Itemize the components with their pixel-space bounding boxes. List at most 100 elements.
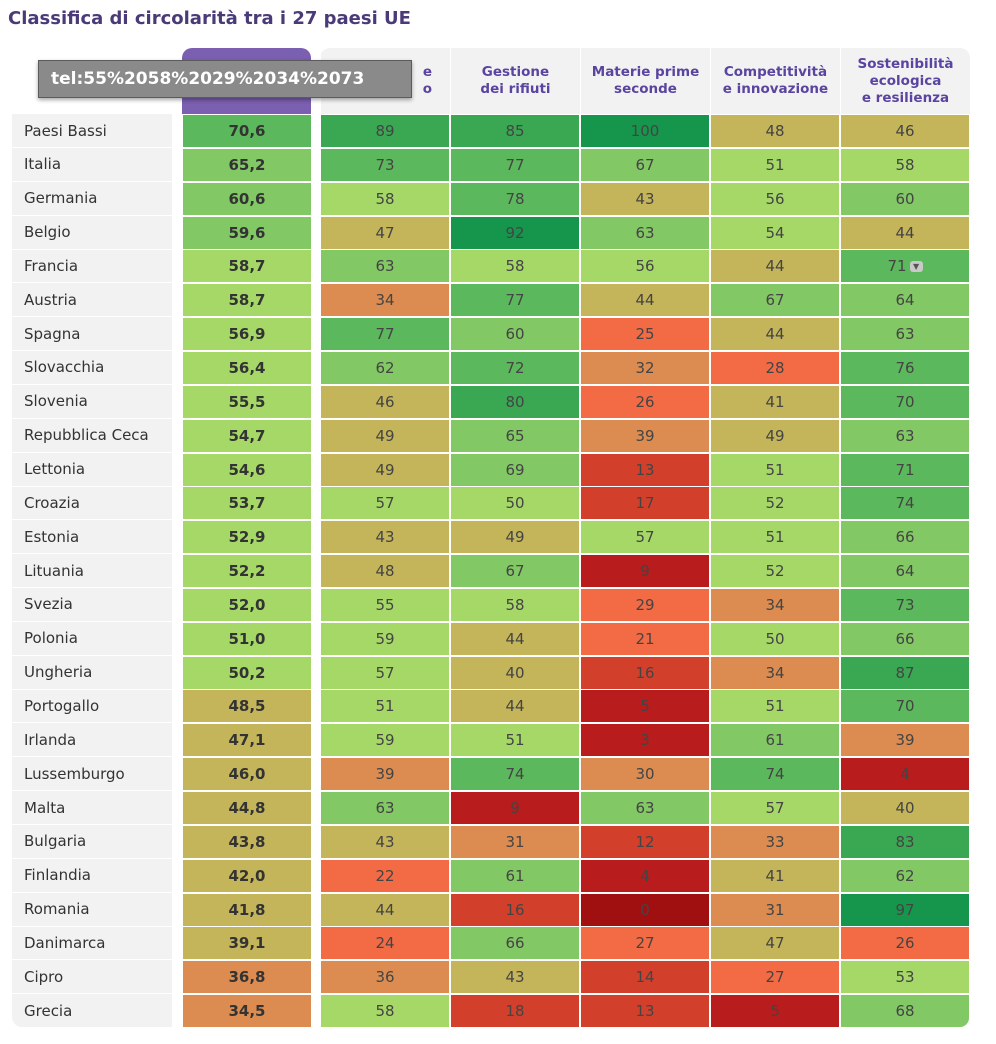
value-text: 34 [375, 291, 395, 310]
value-cell-materie: 63 [580, 791, 710, 825]
country-label: Romania [12, 893, 172, 927]
value-text: 55 [375, 595, 395, 614]
value-text: 77 [505, 155, 525, 174]
value-cell-rifiuti: 77 [450, 283, 580, 318]
value-cell-competitivita: 34 [710, 655, 840, 690]
value-cell-rifiuti: 44 [450, 621, 580, 656]
value-cell-rifiuti: 51 [450, 723, 580, 758]
value-text: 27 [765, 968, 785, 987]
value-text: 76 [895, 358, 915, 377]
value-cell-rifiuti: 40 [450, 655, 580, 690]
value-cell-sostenibilita: 44 [840, 215, 970, 250]
value-text: 62 [375, 358, 395, 377]
value-cell-sostenibilita: 26 [840, 926, 970, 961]
value-text: 39 [895, 731, 915, 750]
value-cell-competitivita: 41 [710, 858, 840, 893]
value-cell-sostenibilita: 53 [840, 960, 970, 995]
value-cell-competitivita: 52 [710, 486, 840, 521]
chevron-down-icon[interactable]: ▼ [909, 260, 923, 272]
value-cell-sostenibilita: 83 [840, 824, 970, 859]
overall-score-cell: 41,8 [182, 892, 312, 927]
value-cell-rifiuti: 49 [450, 520, 580, 555]
value-cell-competitivita: 48 [710, 114, 840, 148]
country-label: Cipro [12, 960, 172, 995]
value-text: 44 [505, 629, 525, 648]
value-cell-competitivita: 47 [710, 926, 840, 961]
value-text: 47 [765, 934, 785, 953]
value-text: 14 [635, 968, 655, 987]
value-cell-materie: 32 [580, 350, 710, 385]
value-cell-sostenibilita: 71 [840, 452, 970, 487]
country-label: Polonia [12, 622, 172, 656]
value-text: 61 [505, 866, 525, 885]
value-cell-rifiuti: 74 [450, 757, 580, 792]
country-label: Italia [12, 148, 172, 182]
value-text: 34 [765, 663, 785, 682]
value-text: 64 [895, 291, 915, 310]
overall-score-cell: 56,4 [182, 350, 312, 385]
value-cell-produzione: 55 [320, 587, 450, 622]
country-label: Portogallo [12, 689, 172, 724]
value-text: 64 [895, 562, 915, 581]
value-cell-rifiuti: 16 [450, 892, 580, 927]
value-text: 51 [505, 731, 525, 750]
value-text: 50 [765, 629, 785, 648]
country-label: Bulgaria [12, 825, 172, 859]
value-text: 44 [505, 697, 525, 716]
value-cell-materie: 14 [580, 960, 710, 995]
value-text: 13 [635, 1002, 655, 1021]
country-label: Francia [12, 249, 172, 284]
country-label: Lituania [12, 554, 172, 589]
overall-score-cell: 44,8 [182, 791, 312, 825]
value-text: 52 [765, 562, 785, 581]
overall-score-cell: 34,5 [182, 994, 312, 1029]
value-text: 0 [640, 900, 650, 919]
value-text: 57 [375, 663, 395, 682]
chart-title: Classifica di circolarità tra i 27 paesi… [8, 8, 411, 29]
value-cell-materie: 13 [580, 452, 710, 487]
value-text: 41 [765, 866, 785, 885]
value-text: 74 [505, 765, 525, 784]
value-cell-produzione: 57 [320, 655, 450, 690]
value-cell-sostenibilita: 71 ▼ [840, 249, 970, 284]
value-cell-produzione: 24 [320, 926, 450, 961]
value-cell-rifiuti: 18 [450, 994, 580, 1029]
value-text: 67 [635, 155, 655, 174]
value-text: 51 [765, 460, 785, 479]
value-text: 69 [505, 460, 525, 479]
value-text: 39 [375, 765, 395, 784]
country-label: Danimarca [12, 926, 172, 961]
value-text: 17 [635, 494, 655, 513]
value-cell-rifiuti: 44 [450, 689, 580, 724]
value-text: 58 [375, 1002, 395, 1021]
value-cell-competitivita: 27 [710, 960, 840, 995]
value-text: 49 [375, 426, 395, 445]
value-text: 63 [375, 257, 395, 276]
value-cell-rifiuti: 9 [450, 791, 580, 825]
value-text: 9 [510, 799, 520, 817]
value-text: 49 [505, 528, 525, 547]
value-text: 46 [895, 122, 915, 140]
value-cell-materie: 39 [580, 418, 710, 453]
value-cell-sostenibilita: 39 [840, 723, 970, 758]
value-cell-materie: 56 [580, 249, 710, 284]
value-cell-sostenibilita: 68 [840, 994, 970, 1029]
country-label: Slovenia [12, 385, 172, 419]
value-text: 74 [895, 494, 915, 513]
country-column-background [12, 114, 172, 1027]
value-text: 52 [765, 494, 785, 513]
value-text: 51 [375, 697, 395, 716]
overall-score-cell: 51,0 [182, 621, 312, 656]
value-cell-competitivita: 54 [710, 215, 840, 250]
overall-score-cell: 58,7 [182, 283, 312, 318]
value-text: 44 [635, 291, 655, 310]
value-cell-produzione: 77 [320, 317, 450, 352]
value-cell-competitivita: 28 [710, 350, 840, 385]
country-label: Svezia [12, 588, 172, 622]
value-text: 74 [765, 765, 785, 784]
country-label: Malta [12, 791, 172, 825]
overall-score-cell: 58,7 [182, 249, 312, 284]
value-cell-rifiuti: 31 [450, 824, 580, 859]
overall-score-cell: 50,2 [182, 655, 312, 690]
value-cell-sostenibilita: 46 [840, 114, 970, 148]
